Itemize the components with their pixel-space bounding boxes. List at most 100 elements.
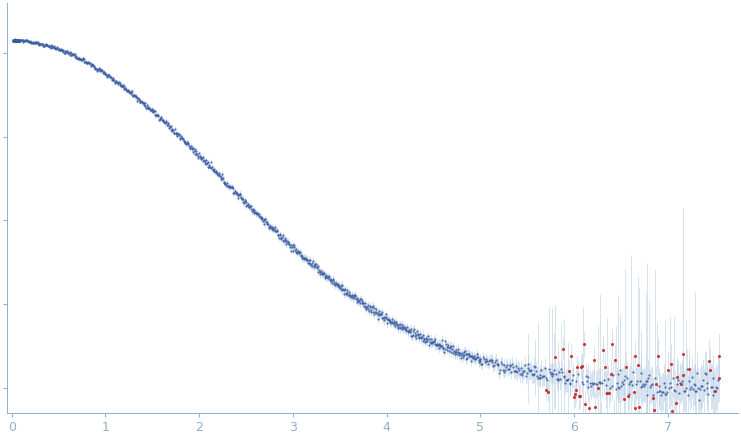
Point: [191, 150, 203, 157]
Point: [12, 37, 24, 44]
Point: [9, 37, 21, 44]
Point: [9, 37, 21, 44]
Point: [330, 279, 342, 286]
Point: [302, 257, 313, 264]
Point: [142, 104, 154, 111]
Point: [194, 153, 206, 160]
Point: [71, 55, 83, 62]
Point: [295, 253, 307, 260]
Point: [340, 290, 352, 297]
Point: [366, 303, 378, 310]
Point: [47, 43, 59, 50]
Point: [240, 199, 252, 206]
Point: [176, 135, 187, 142]
Point: [148, 108, 160, 115]
Point: [401, 326, 413, 333]
Point: [243, 203, 255, 210]
Point: [606, 382, 618, 389]
Point: [245, 202, 257, 209]
Point: [119, 85, 131, 92]
Point: [651, 389, 663, 396]
Point: [475, 361, 487, 368]
Point: [80, 59, 92, 66]
Point: [21, 38, 33, 45]
Point: [534, 371, 546, 378]
Point: [621, 375, 633, 382]
Point: [127, 92, 139, 99]
Point: [93, 66, 104, 73]
Point: [295, 251, 307, 258]
Point: [313, 267, 325, 274]
Point: [525, 366, 537, 373]
Point: [428, 337, 439, 344]
Point: [52, 46, 64, 53]
Point: [707, 374, 719, 381]
Point: [518, 368, 530, 375]
Point: [328, 275, 339, 282]
Point: [702, 390, 714, 397]
Point: [28, 39, 40, 46]
Point: [321, 274, 333, 281]
Point: [491, 361, 502, 368]
Point: [285, 244, 296, 251]
Point: [299, 255, 311, 262]
Point: [306, 263, 318, 270]
Point: [665, 384, 677, 391]
Point: [691, 388, 702, 395]
Point: [60, 49, 72, 56]
Point: [254, 214, 266, 221]
Point: [509, 367, 521, 374]
Point: [291, 249, 303, 256]
Point: [328, 278, 340, 285]
Point: [352, 296, 364, 303]
Point: [49, 45, 61, 52]
Point: [235, 194, 247, 201]
Point: [170, 131, 182, 138]
Point: [448, 347, 460, 354]
Point: [389, 319, 401, 326]
Point: [502, 365, 514, 372]
Point: [342, 291, 354, 298]
Point: [36, 40, 47, 47]
Point: [379, 314, 391, 321]
Point: [11, 38, 23, 45]
Point: [193, 150, 205, 157]
Point: [502, 365, 514, 372]
Point: [482, 358, 494, 365]
Point: [44, 44, 56, 51]
Point: [270, 224, 282, 231]
Point: [671, 373, 682, 380]
Point: [249, 208, 261, 215]
Point: [196, 158, 208, 165]
Point: [204, 162, 216, 169]
Point: [290, 248, 302, 255]
Point: [418, 335, 430, 342]
Point: [50, 44, 62, 51]
Point: [499, 368, 511, 375]
Point: [282, 238, 293, 245]
Point: [534, 375, 545, 382]
Point: [189, 146, 201, 153]
Point: [187, 148, 199, 155]
Point: [16, 36, 28, 43]
Point: [585, 382, 597, 389]
Point: [405, 325, 416, 332]
Point: [353, 298, 365, 305]
Point: [690, 382, 702, 388]
Point: [414, 330, 426, 337]
Point: [302, 256, 314, 263]
Point: [364, 303, 376, 310]
Point: [11, 38, 23, 45]
Point: [90, 65, 102, 72]
Point: [335, 283, 347, 290]
Point: [674, 389, 685, 396]
Point: [257, 218, 269, 225]
Point: [13, 37, 25, 44]
Point: [186, 145, 198, 152]
Point: [25, 40, 37, 47]
Point: [659, 391, 671, 398]
Point: [46, 42, 58, 49]
Point: [121, 87, 133, 94]
Point: [396, 321, 408, 328]
Point: [359, 304, 370, 311]
